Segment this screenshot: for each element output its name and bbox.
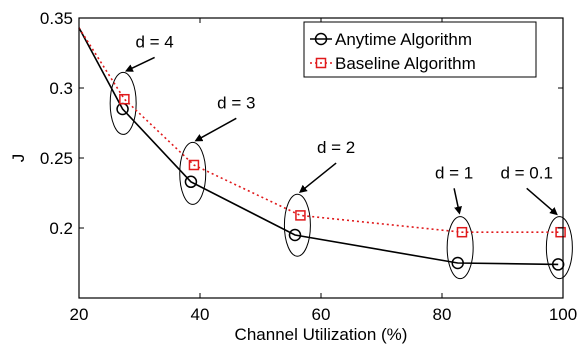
axis-ticks: 20 40 60 80 100 0.2 0.25 0.3 0.35 [40,9,577,324]
annotation-label: d = 2 [317,138,355,157]
annotation-label: d = 3 [217,93,255,112]
annotation-ellipse [283,193,311,257]
annotation-arrow [298,162,337,193]
series-layer [78,27,566,271]
data-point-baseline [456,226,468,238]
series-line-baseline [78,27,561,233]
legend-label: Anytime Algorithm [335,30,472,49]
data-point-anytime [288,228,302,242]
annotation-ellipse [446,216,474,280]
data-point-baseline [295,210,306,221]
x-tick-label: 60 [312,305,331,324]
y-tick-label: 0.35 [40,9,73,28]
x-tick-label: 20 [70,305,89,324]
y-axis-label: J [9,154,28,163]
data-point-baseline [188,159,200,171]
x-tick-label: 100 [549,305,577,324]
legend-marker-square [315,57,327,69]
annotation-arrow [453,188,462,215]
legend-label: Baseline Algorithm [335,54,476,73]
x-tick-label: 40 [191,305,210,324]
y-tick-label: 0.3 [49,79,73,98]
annotation-ellipse [109,71,137,135]
series-line-anytime [78,27,559,266]
x-axis-label: Channel Utilization (%) [235,325,408,344]
annotation-arrow [124,56,155,72]
annotation-label: d = 1 [435,163,473,182]
annotation-arrow [194,117,237,142]
annotation-ellipse [179,141,207,205]
legend-box [303,21,537,78]
annotation-label: d = 0.1 [500,163,552,182]
annotation-arrow [526,187,558,216]
x-tick-label: 80 [433,305,452,324]
annotations: d = 4 d = 3 d = 2 d = 1 d = 0.1 [109,32,573,280]
data-point-baseline [119,93,130,105]
y-tick-label: 0.2 [49,219,73,238]
y-tick-label: 0.25 [40,149,73,168]
annotation-label: d = 4 [135,32,173,51]
legend-marker-circle [314,32,328,46]
data-point-anytime [551,258,565,271]
annotation-ellipse [545,216,573,280]
data-point-anytime [451,256,464,270]
legend: Anytime Algorithm Baseline Algorithm [303,21,537,78]
data-point-anytime [184,175,198,189]
